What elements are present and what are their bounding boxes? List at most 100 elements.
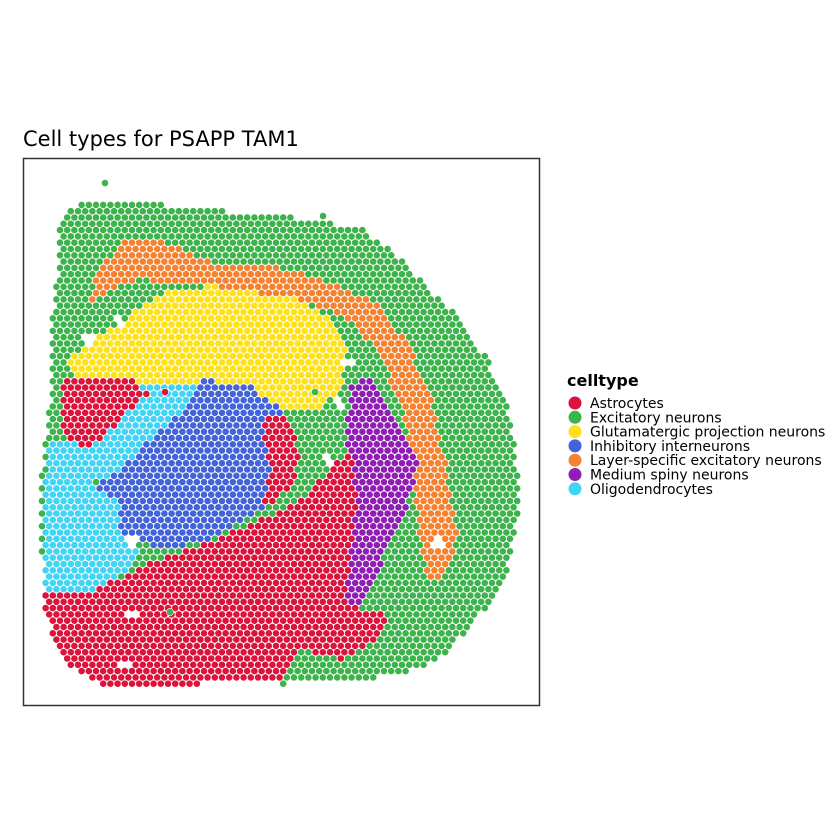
data-point [128,667,136,675]
data-point [351,326,360,335]
data-point [279,478,288,486]
data-point [243,440,252,449]
data-point [272,213,280,222]
data-point [149,326,158,335]
data-point [282,421,291,430]
data-point [221,591,230,600]
data-point [232,547,241,556]
data-point [59,623,68,631]
data-point [275,635,284,644]
data-point [372,553,381,562]
data-point [92,289,100,297]
data-point [153,232,162,241]
data-point [293,251,302,260]
data-point [232,408,241,417]
data-point [372,377,381,386]
data-point [221,289,230,297]
data-point [491,459,500,468]
data-point [390,560,399,568]
data-point [315,566,324,575]
data-point [77,516,86,524]
data-point [398,270,406,279]
data-point [174,635,183,644]
data-point [372,289,381,297]
data-point [282,446,291,455]
data-point [189,245,198,253]
data-point [45,446,54,455]
data-point [128,490,136,499]
data-point [340,459,349,468]
data-point [480,465,489,474]
data-point [135,679,144,688]
data-point [63,314,72,323]
data-point [297,635,306,644]
data-point [99,377,108,386]
data-point [311,547,320,556]
data-point [99,402,108,411]
data-point [264,314,273,323]
data-point [376,597,385,606]
data-point [200,226,208,234]
data-point [437,314,446,323]
data-point [268,421,277,430]
data-point [239,371,248,379]
data-point [297,560,306,568]
data-point [311,648,320,657]
data-point [405,308,414,316]
data-point [272,415,280,423]
data-point [405,270,414,279]
data-point [243,213,252,222]
data-point [308,289,316,297]
data-point [297,446,306,455]
data-point [268,270,277,279]
data-point [459,402,468,411]
data-point [200,440,208,449]
data-point [347,459,356,468]
data-point [477,585,486,594]
data-point [102,509,111,518]
data-point [228,654,237,663]
data-point [160,282,169,291]
data-point [138,597,147,606]
data-point [110,371,118,379]
data-point [452,566,460,575]
data-point [408,490,417,499]
data-point [221,276,230,285]
data-point [48,377,57,386]
data-point [178,452,187,461]
data-point [41,528,50,537]
data-point [390,610,399,619]
data-point [290,333,298,342]
data-point [149,263,158,272]
data-point [225,585,234,594]
data-point [156,452,165,461]
data-point [459,326,468,335]
data-point [405,434,414,442]
data-point [268,522,277,531]
data-point [290,408,298,417]
data-point [52,522,61,531]
data-point [92,490,100,499]
data-point [354,597,363,606]
data-point [340,383,349,392]
data-point [196,509,205,518]
data-point [275,509,284,518]
data-point [416,503,424,512]
data-point [221,553,230,562]
data-point [282,522,291,531]
data-point [246,660,255,669]
data-point [70,226,79,234]
data-point [416,440,424,449]
data-point [88,282,97,291]
data-point [282,610,291,619]
data-point [214,326,223,335]
data-point [81,484,90,493]
data-point [286,402,295,411]
data-point [120,251,129,260]
data-point [95,308,104,316]
data-point [272,326,280,335]
data-point [74,257,82,266]
data-point [419,358,428,367]
data-point [347,522,356,531]
data-point [77,364,86,373]
